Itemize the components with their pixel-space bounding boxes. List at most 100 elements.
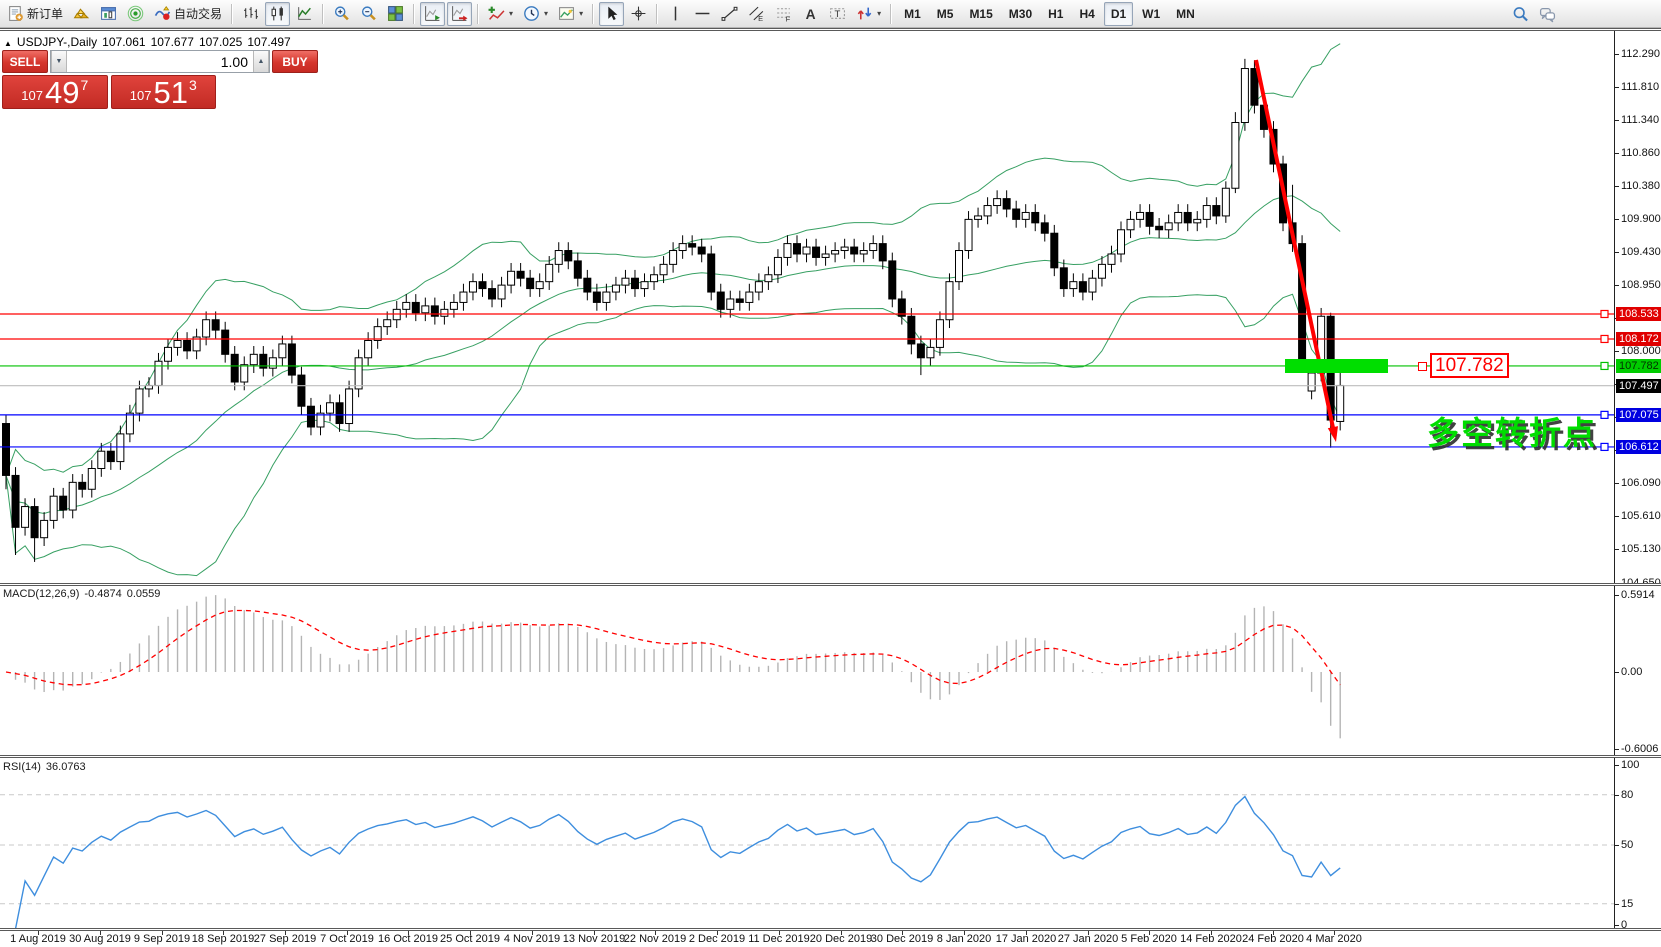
timeframe-m30[interactable]: M30 (1002, 2, 1039, 26)
auto-scroll-button[interactable] (447, 1, 473, 26)
collapse-icon[interactable]: ▲ (4, 39, 12, 48)
sell-price[interactable]: 107 49 7 (2, 75, 108, 109)
timeframe-h4[interactable]: H4 (1072, 2, 1101, 26)
deposit-button[interactable] (69, 2, 94, 26)
tile-windows-button[interactable] (383, 2, 408, 26)
macd-tick: 0.00 (1621, 666, 1643, 678)
timeframe-m5[interactable]: M5 (930, 2, 961, 26)
new-order-button[interactable]: 新订单 (3, 2, 67, 26)
buy-button[interactable]: BUY (272, 50, 318, 73)
text-label-button[interactable]: T (825, 2, 850, 26)
chevron-down-icon[interactable]: ▾ (579, 9, 584, 18)
price-tick: 112.290 (1621, 48, 1660, 60)
indicators-button[interactable]: ▾ (484, 2, 517, 26)
periods-button[interactable]: ▾ (519, 2, 552, 26)
autotrading-button-label: 自动交易 (174, 7, 223, 21)
chart-shift-icon (424, 5, 441, 22)
date-tick (779, 931, 780, 935)
timeframe-d1[interactable]: D1 (1103, 1, 1134, 26)
price-tick-tick (1614, 120, 1619, 121)
toolbar-separator (231, 3, 234, 24)
candlestick-chart-button[interactable] (265, 1, 291, 26)
horizontal-line-icon (694, 5, 711, 22)
timeframe-m15[interactable]: M15 (962, 2, 999, 26)
candlestick-icon (269, 5, 286, 22)
price-tick: 106.090 (1621, 477, 1661, 489)
date-label: 14 Feb 2020 (1180, 933, 1242, 945)
panel-separator[interactable] (0, 755, 1661, 758)
arrows-button[interactable]: ▾ (852, 2, 885, 26)
vertical-line-button[interactable] (663, 2, 688, 26)
date-label: 4 Nov 2019 (503, 933, 561, 945)
main-chart-canvas[interactable] (0, 31, 1614, 583)
chat-button[interactable] (1535, 2, 1560, 26)
zoom-out-button[interactable] (356, 2, 381, 26)
chat-icon (1539, 6, 1556, 23)
price-tick-tick (1614, 219, 1619, 220)
tile-windows-icon (387, 5, 404, 22)
signals-button[interactable] (123, 2, 148, 26)
date-tick (655, 931, 656, 935)
low-value: 107.025 (198, 35, 243, 49)
equidistant-channel-button[interactable]: E (744, 2, 769, 26)
horizontal-line-button[interactable] (690, 2, 715, 26)
rsi-tick: 80 (1621, 789, 1634, 801)
fibonacci-icon: F (775, 5, 792, 22)
fibonacci-button[interactable]: F (771, 2, 796, 26)
rsi-tick: 15 (1621, 898, 1634, 910)
timeframe-mn[interactable]: MN (1169, 2, 1202, 26)
cursor-button[interactable] (599, 1, 625, 26)
bar-chart-icon (242, 5, 259, 22)
date-tick (1211, 931, 1212, 935)
price-tick: 110.860 (1621, 147, 1660, 159)
rsi-panel-canvas[interactable] (0, 758, 1614, 928)
autotrading-button[interactable]: 自动交易 (150, 2, 226, 26)
window-border (0, 28, 1661, 31)
zoom-in-button[interactable] (329, 2, 354, 26)
price-tick-tick (1614, 516, 1619, 517)
price-callout-anchor[interactable] (1418, 362, 1427, 371)
price-tick: 111.340 (1621, 114, 1660, 126)
date-tick (408, 931, 409, 935)
macd-tick-tick (1614, 672, 1619, 673)
timeframe-h1-label: H1 (1048, 6, 1064, 21)
search-button[interactable] (1508, 2, 1533, 26)
sell-price-prefix: 107 (21, 88, 43, 103)
timeframe-w1[interactable]: W1 (1135, 2, 1167, 26)
new-chart-button[interactable] (96, 2, 121, 26)
new-order-icon (7, 5, 24, 22)
crosshair-button[interactable] (626, 2, 651, 26)
volume-increase-button[interactable]: ▲ (253, 51, 269, 72)
toolbar-separator (592, 3, 595, 24)
chevron-down-icon[interactable]: ▾ (509, 9, 514, 18)
panel-separator[interactable] (0, 583, 1661, 586)
price-callout-label[interactable]: 107.782 (1430, 353, 1509, 378)
chevron-down-icon[interactable]: ▾ (877, 9, 882, 18)
macd-label: MACD(12,26,9) -0.4874 0.0559 (3, 588, 165, 600)
date-tick (100, 931, 101, 935)
annotation-text[interactable]: 多空转折点 (1427, 415, 1598, 451)
macd-panel-canvas[interactable] (0, 586, 1614, 755)
chart-shift-button[interactable] (420, 1, 446, 26)
templates-button[interactable]: ▾ (554, 2, 587, 26)
buy-price[interactable]: 107 51 3 (110, 75, 216, 110)
trendline-button[interactable] (717, 2, 742, 26)
buy-price-main: 51 (153, 75, 188, 110)
rsi-tick: 0 (1621, 919, 1628, 931)
date-label: 18 Sep 2019 (191, 933, 255, 945)
text-button[interactable]: A (798, 2, 823, 26)
sell-button[interactable]: SELL (2, 50, 48, 73)
rsi-label: RSI(14) 36.0763 (3, 761, 91, 773)
timeframe-m1[interactable]: M1 (897, 2, 928, 26)
date-tick (1334, 931, 1335, 935)
date-label: 2 Dec 2019 (688, 933, 746, 945)
price-tick: 111.810 (1621, 81, 1660, 93)
bar-chart-button[interactable] (238, 2, 263, 26)
line-chart-button[interactable] (292, 2, 317, 26)
volume-decrease-button[interactable]: ▼ (51, 51, 67, 72)
zoom-out-icon (360, 5, 377, 22)
price-tick-tick (1614, 153, 1619, 154)
volume-input[interactable] (67, 51, 253, 72)
timeframe-h1[interactable]: H1 (1041, 2, 1070, 26)
chevron-down-icon[interactable]: ▾ (544, 9, 549, 18)
